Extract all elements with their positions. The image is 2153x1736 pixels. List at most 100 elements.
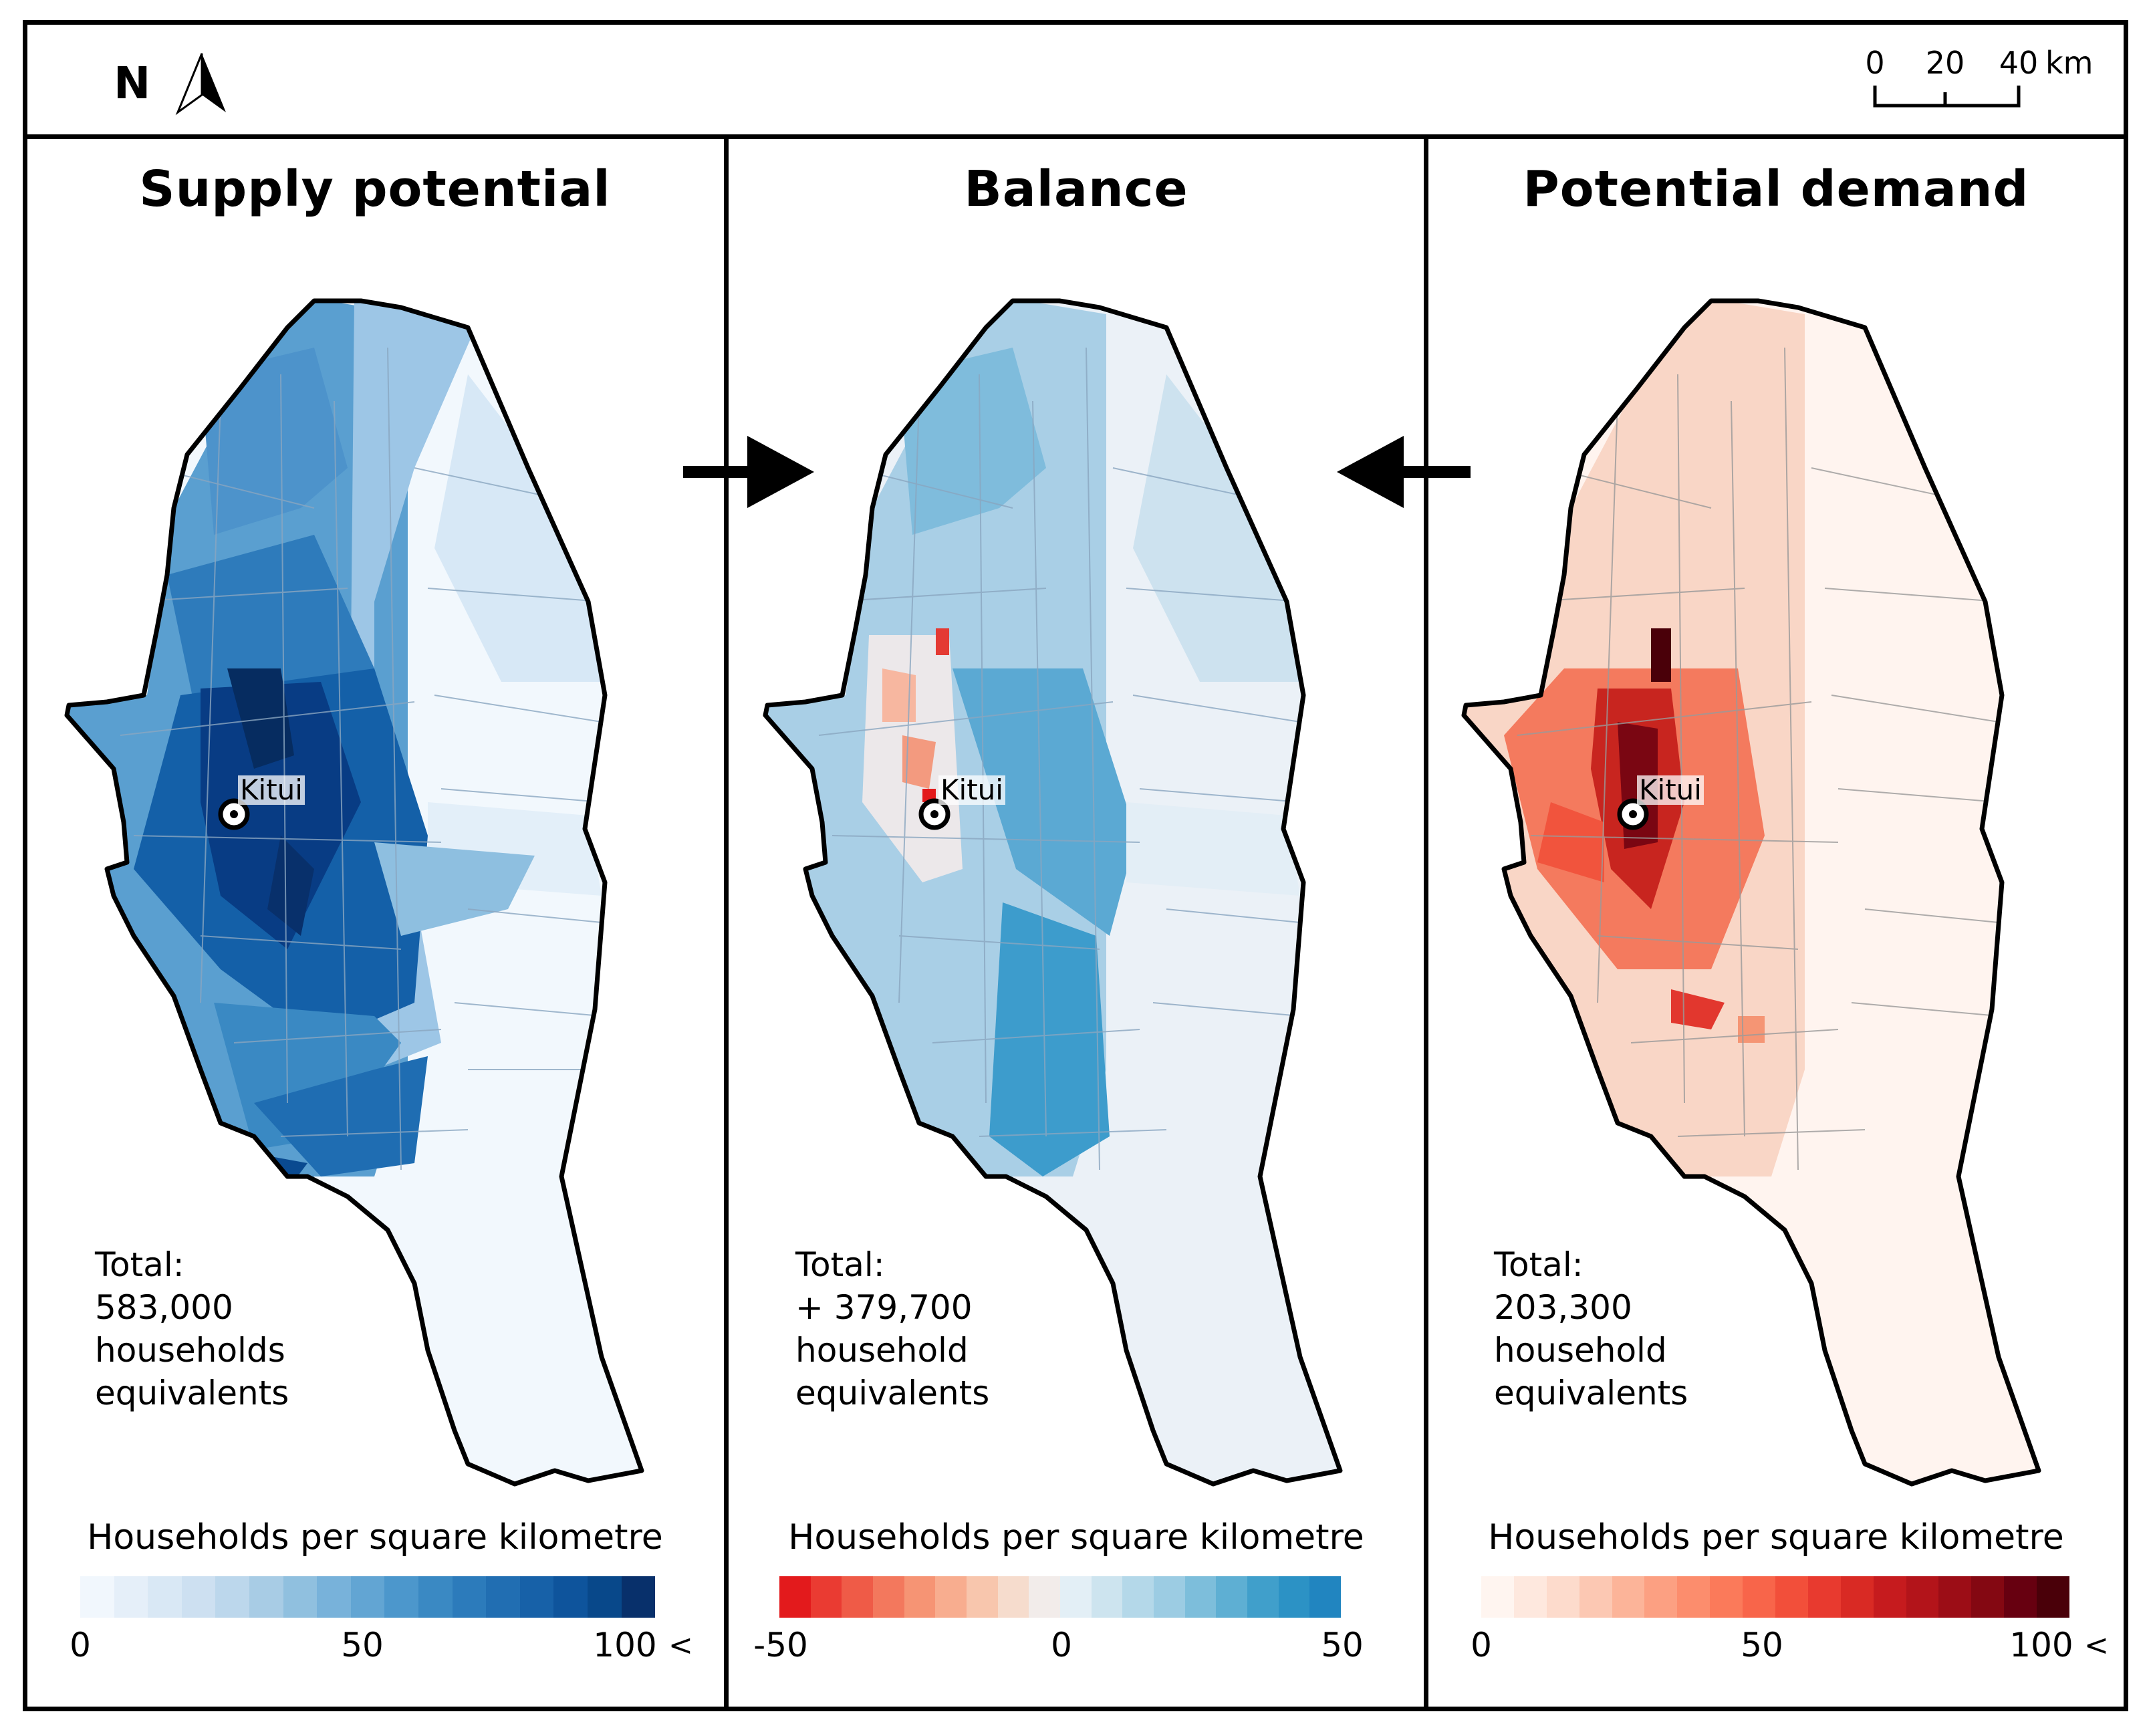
scale-tick-0: 0 bbox=[1865, 45, 1884, 81]
panel-title-demand: Potential demand bbox=[1523, 160, 2029, 218]
total-label: Total: bbox=[95, 1245, 184, 1284]
legend-swatch bbox=[384, 1576, 418, 1618]
legend-tick: 50 bbox=[341, 1626, 384, 1664]
legend-swatch bbox=[1938, 1576, 1972, 1618]
legend-swatch bbox=[1906, 1576, 1939, 1618]
legend-tick: 0 bbox=[70, 1626, 91, 1664]
total-supply: Total: 583,000 households equivalents bbox=[95, 1243, 289, 1414]
demand-map-boundaries bbox=[1517, 347, 1999, 1170]
total-value: + 379,700 bbox=[795, 1288, 973, 1327]
legend-swatch bbox=[1247, 1576, 1279, 1618]
legend-swatch bbox=[873, 1576, 904, 1618]
legend-swatch bbox=[249, 1576, 283, 1618]
legend-swatch bbox=[1309, 1576, 1342, 1618]
legend-swatch bbox=[1612, 1576, 1645, 1618]
legend-swatch bbox=[486, 1576, 520, 1618]
legend-swatch bbox=[1644, 1576, 1678, 1618]
legend-tick: 100 bbox=[2009, 1626, 2073, 1664]
legend-ramp-supply bbox=[80, 1576, 656, 1618]
legend-tick: 0 bbox=[1471, 1626, 1492, 1664]
legend-swatch bbox=[967, 1576, 998, 1618]
legend-swatch bbox=[317, 1576, 351, 1618]
legend-ramp-demand bbox=[1481, 1576, 2070, 1618]
panel-title-balance: Balance bbox=[964, 160, 1188, 218]
panel-title-supply: Supply potential bbox=[139, 160, 611, 218]
legend-swatch bbox=[452, 1576, 487, 1618]
legend-swatch bbox=[2037, 1576, 2070, 1618]
legend-swatch bbox=[2004, 1576, 2037, 1618]
city-label-supply: Kitui bbox=[238, 775, 305, 805]
legend-swatch bbox=[1710, 1576, 1743, 1618]
legend-swatch bbox=[1216, 1576, 1248, 1618]
legend-swatch bbox=[904, 1576, 936, 1618]
scale-unit: km bbox=[2045, 45, 2093, 81]
legend-swatch bbox=[215, 1576, 249, 1618]
legend-swatch bbox=[418, 1576, 453, 1618]
total-demand: Total: 203,300 household equivalents bbox=[1494, 1243, 1688, 1414]
legend-tick: 100 bbox=[593, 1626, 657, 1664]
legend-swatch bbox=[842, 1576, 874, 1618]
map-header bbox=[23, 20, 2128, 139]
legend-swatch bbox=[1154, 1576, 1185, 1618]
city-marker-supply bbox=[218, 798, 250, 830]
legend-swatch bbox=[553, 1576, 588, 1618]
total-unit: equivalents bbox=[795, 1374, 990, 1412]
legend-swatch bbox=[1060, 1576, 1092, 1618]
balance-map-boundaries bbox=[818, 347, 1301, 1170]
legend-swatch bbox=[519, 1576, 554, 1618]
legend-title-demand: Households per square kilometre bbox=[1488, 1517, 2064, 1558]
north-label: N bbox=[114, 57, 151, 109]
total-unit: equivalents bbox=[95, 1374, 289, 1412]
total-balance: Total: + 379,700 household equivalents bbox=[795, 1243, 989, 1414]
legend-swatch bbox=[1513, 1576, 1547, 1618]
city-marker-balance bbox=[918, 798, 951, 830]
total-unit: households bbox=[95, 1331, 285, 1370]
legend-swatch bbox=[1971, 1576, 2005, 1618]
legend-title-supply: Households per square kilometre bbox=[87, 1517, 663, 1558]
scale-bar: 0 20 40 km bbox=[1865, 45, 2093, 108]
city-marker-demand bbox=[1617, 798, 1649, 830]
scale-tick-20: 20 bbox=[1926, 45, 1965, 81]
legend-swatch bbox=[1873, 1576, 1906, 1618]
legend-swatch bbox=[181, 1576, 216, 1618]
total-value: 583,000 bbox=[95, 1288, 233, 1327]
figure-frame bbox=[23, 20, 2128, 1711]
legend-swatch bbox=[1184, 1576, 1217, 1618]
total-unit: household bbox=[1494, 1331, 1667, 1370]
legend-swatch bbox=[114, 1576, 148, 1618]
legend-swatch bbox=[350, 1576, 385, 1618]
arrow-left-icon bbox=[1337, 436, 1471, 508]
total-value: 203,300 bbox=[1494, 1288, 1632, 1327]
legend-swatch bbox=[587, 1576, 622, 1618]
supply-map-boundaries bbox=[120, 347, 602, 1170]
legend-swatch bbox=[1677, 1576, 1711, 1618]
legend-tick: 0 bbox=[1051, 1626, 1072, 1664]
north-arrow-icon bbox=[175, 53, 226, 116]
legend-swatch bbox=[1122, 1576, 1154, 1618]
total-label: Total: bbox=[795, 1245, 885, 1284]
legend-swatch bbox=[1743, 1576, 1776, 1618]
legend-swatch bbox=[1807, 1576, 1841, 1618]
legend-tick: 50 bbox=[1741, 1626, 1783, 1664]
total-label: Total: bbox=[1494, 1245, 1584, 1284]
legend-swatch bbox=[148, 1576, 182, 1618]
total-unit: equivalents bbox=[1494, 1374, 1688, 1412]
legend-tick: -50 bbox=[753, 1626, 808, 1664]
legend-swatch bbox=[1840, 1576, 1874, 1618]
legend-swatch bbox=[1481, 1576, 1514, 1618]
legend-swatch bbox=[1278, 1576, 1310, 1618]
legend-swatch bbox=[935, 1576, 967, 1618]
legend-swatch bbox=[283, 1576, 318, 1618]
legend-swatch bbox=[1029, 1576, 1061, 1618]
legend-ramp-balance bbox=[779, 1576, 1342, 1618]
legend-suffix: < bbox=[668, 1628, 693, 1662]
scale-tick-40: 40 bbox=[1999, 45, 2039, 81]
legend-swatch bbox=[1579, 1576, 1612, 1618]
city-label-balance: Kitui bbox=[938, 775, 1005, 805]
legend-swatch bbox=[810, 1576, 842, 1618]
legend-tick: 50 bbox=[1321, 1626, 1364, 1664]
legend-swatch bbox=[779, 1576, 811, 1618]
panel-divider-2 bbox=[1424, 137, 1428, 1711]
legend-suffix: < bbox=[2084, 1628, 2109, 1662]
